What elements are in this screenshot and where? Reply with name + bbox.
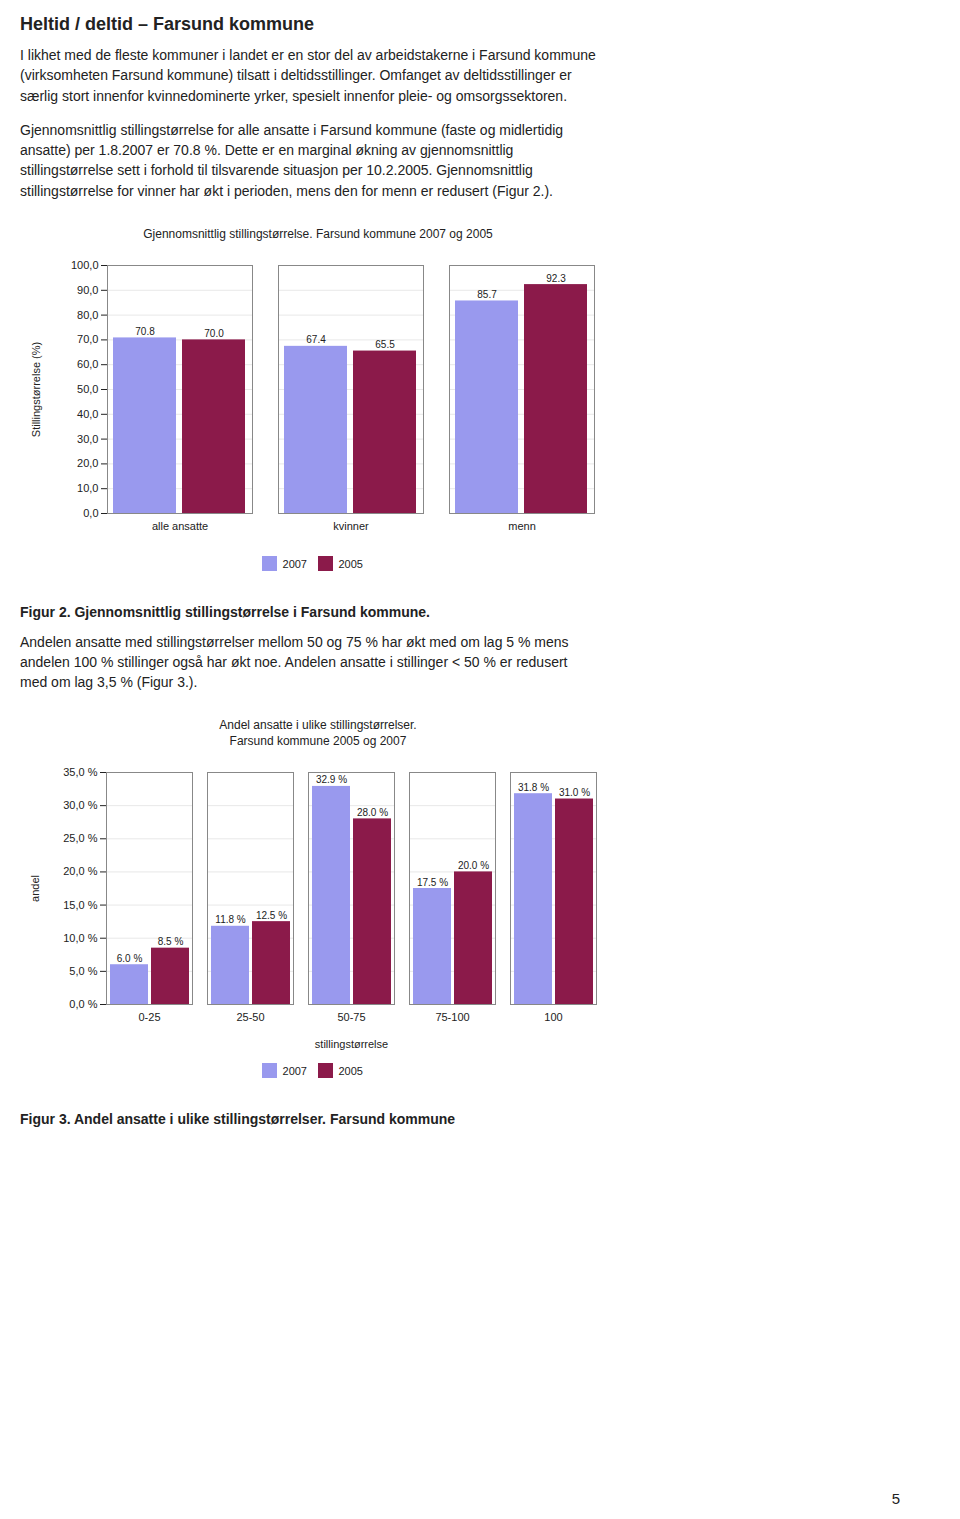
svg-text:70.8: 70.8 xyxy=(135,326,155,337)
html-text:2007: 2007 xyxy=(282,1065,307,1077)
svg-text:menn: menn xyxy=(508,520,536,532)
svg-text:50,0: 50,0 xyxy=(77,383,98,395)
svg-text:75-100: 75-100 xyxy=(435,1012,469,1024)
svg-text:30,0 %: 30,0 % xyxy=(63,800,97,812)
svg-text:25,0 %: 25,0 % xyxy=(63,833,97,845)
svg-text:60,0: 60,0 xyxy=(77,358,98,370)
svg-text:31.8 %: 31.8 % xyxy=(518,782,549,793)
svg-text:50-75: 50-75 xyxy=(337,1012,365,1024)
svg-text:85.7: 85.7 xyxy=(477,289,497,300)
svg-text:12.5 %: 12.5 % xyxy=(256,910,287,921)
svg-text:andel: andel xyxy=(29,876,41,903)
svg-text:alle ansatte: alle ansatte xyxy=(152,520,208,532)
svg-text:100,0: 100,0 xyxy=(71,259,99,271)
svg-text:70,0: 70,0 xyxy=(77,333,98,345)
html-text:Andelen ansatte med stillingst: Andelen ansatte med stillingstørrelser m… xyxy=(20,633,569,691)
html-text:Gjennomsnittlig stillingstørre: Gjennomsnittlig stillingstørrelse for al… xyxy=(20,121,564,199)
svg-text:8.5 %: 8.5 % xyxy=(158,937,184,948)
html-text:Figur 3. Andel ansatte i ulike: Figur 3. Andel ansatte i ulike stillings… xyxy=(20,1111,456,1127)
svg-text:stillingstørrelse: stillingstørrelse xyxy=(315,1038,388,1050)
svg-text:40,0: 40,0 xyxy=(77,408,98,420)
svg-text:6.0 %: 6.0 % xyxy=(117,953,143,964)
svg-text:Stillingstørrelse (%): Stillingstørrelse (%) xyxy=(30,342,42,437)
html-text:2007: 2007 xyxy=(282,557,307,570)
svg-text:30,0: 30,0 xyxy=(77,433,98,445)
html-text:5: 5 xyxy=(891,1490,900,1507)
svg-text:90,0: 90,0 xyxy=(77,284,98,296)
svg-text:92.3: 92.3 xyxy=(546,273,566,284)
svg-text:20.0 %: 20.0 % xyxy=(458,860,489,871)
svg-text:100: 100 xyxy=(544,1012,562,1024)
html-text:Heltid / deltid – Farsund komm: Heltid / deltid – Farsund kommune xyxy=(20,14,314,34)
html-text:I likhet med de fleste kommune: I likhet med de fleste kommuner i landet… xyxy=(20,47,596,104)
svg-text:32.9 %: 32.9 % xyxy=(316,775,347,786)
svg-text:67.4: 67.4 xyxy=(306,334,326,345)
svg-text:10,0 %: 10,0 % xyxy=(63,932,97,944)
html-text:Figur 2. Gjennomsnittlig still: Figur 2. Gjennomsnittlig stillingstørrel… xyxy=(20,603,430,620)
svg-text:25-50: 25-50 xyxy=(236,1012,264,1024)
svg-text:80,0: 80,0 xyxy=(77,309,98,321)
svg-text:70.0: 70.0 xyxy=(204,328,224,339)
svg-text:20,0 %: 20,0 % xyxy=(63,866,97,878)
svg-text:65.5: 65.5 xyxy=(375,339,395,350)
html-text:Andel ansatte i ulike stilling: Andel ansatte i ulike stillingstørrelser… xyxy=(219,718,417,733)
svg-text:28.0 %: 28.0 % xyxy=(357,807,388,818)
svg-text:31.0 %: 31.0 % xyxy=(559,787,590,798)
svg-text:15,0 %: 15,0 % xyxy=(63,899,97,911)
svg-text:5,0 %: 5,0 % xyxy=(69,965,97,977)
html-text:Farsund kommune 2005 og 2007: Farsund kommune 2005 og 2007 xyxy=(229,734,407,749)
html-text:Gjennomsnittlig stillingstørre: Gjennomsnittlig stillingstørrelse. Farsu… xyxy=(143,227,493,242)
html-text:2005: 2005 xyxy=(338,557,363,570)
svg-text:11.8 %: 11.8 % xyxy=(215,915,245,926)
svg-text:10,0: 10,0 xyxy=(77,482,98,494)
svg-text:kvinner: kvinner xyxy=(333,520,369,532)
svg-text:0,0: 0,0 xyxy=(83,507,98,519)
svg-text:20,0: 20,0 xyxy=(77,457,98,469)
svg-text:0,0 %: 0,0 % xyxy=(69,998,97,1010)
svg-text:35,0 %: 35,0 % xyxy=(63,766,97,778)
svg-text:0-25: 0-25 xyxy=(138,1012,160,1024)
html-text:2005: 2005 xyxy=(338,1065,363,1077)
svg-text:17.5 %: 17.5 % xyxy=(417,877,448,888)
